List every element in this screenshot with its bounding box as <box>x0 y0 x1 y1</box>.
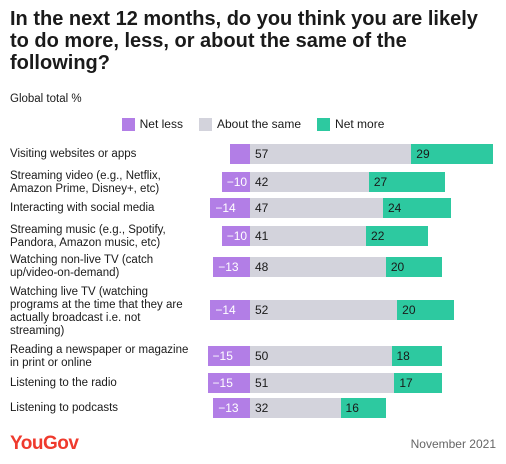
category-label: Listening to podcasts <box>10 402 119 414</box>
category-label: Reading a newspaper or magazine in print… <box>10 344 189 369</box>
legend-item-net-less: Net less <box>121 117 183 131</box>
data-label: 51 <box>255 376 269 390</box>
data-label: 50 <box>255 349 269 363</box>
bar-about-the-same <box>250 398 341 418</box>
data-label: 48 <box>255 260 269 274</box>
category-label: Listening to the radio <box>10 377 117 389</box>
bar-net-more <box>394 373 443 393</box>
legend-label-net-more: Net more <box>335 117 385 131</box>
bar-net-more <box>383 198 451 218</box>
category-label: Watching live TV (watching programs at t… <box>10 286 183 337</box>
chart-subtitle: Global total % <box>10 93 82 105</box>
bar-net-less <box>210 198 250 218</box>
data-label: 17 <box>399 376 413 390</box>
data-label: 18 <box>396 349 410 363</box>
bar-net-more <box>366 226 429 246</box>
data-label: −10 <box>226 229 248 243</box>
bar-net-more <box>391 346 443 366</box>
bar-about-the-same <box>250 373 395 393</box>
yougov-logo: YouGov <box>10 433 79 454</box>
data-label: 47 <box>255 201 269 215</box>
data-label: −13 <box>218 260 239 274</box>
category-label: Visiting websites or apps <box>10 148 137 160</box>
data-label: −13 <box>218 401 239 415</box>
legend-swatch-net-more <box>317 117 331 131</box>
bar-about-the-same <box>250 172 369 192</box>
legend-swatch-about-the-same <box>198 117 212 131</box>
data-label: 22 <box>371 229 385 243</box>
legend-item-net-more: Net more <box>317 117 384 131</box>
data-label: 27 <box>373 175 388 189</box>
bar-net-more <box>411 144 494 164</box>
category-label: Watching non-live TV (catch up/video-on-… <box>10 254 154 279</box>
data-label: 20 <box>390 260 405 274</box>
data-label: 57 <box>255 147 269 161</box>
bar-net-less <box>221 226 250 246</box>
data-label: −10 <box>226 175 248 189</box>
chart-title: In the next 12 months, do you think you … <box>10 8 478 74</box>
bar-net-more <box>385 257 443 277</box>
bar-net-less <box>213 257 250 277</box>
category-label: Streaming video (e.g., Netflix, Amazon P… <box>10 170 161 195</box>
legend: Net less About the same Net more <box>0 117 506 131</box>
bar-about-the-same <box>250 198 383 218</box>
data-label: 16 <box>345 401 359 415</box>
bar-about-the-same <box>250 144 412 164</box>
category-label: Streaming music (e.g., Spotify, Pandora,… <box>10 224 166 249</box>
data-label: 42 <box>255 175 269 189</box>
legend-item-about-the-same: About the same <box>198 117 302 131</box>
bar-about-the-same <box>250 346 392 366</box>
data-label: 52 <box>255 303 269 317</box>
bar-net-more <box>368 172 446 192</box>
data-label: 24 <box>388 201 402 215</box>
data-label: −14 <box>215 201 236 215</box>
bar-net-less <box>207 346 250 366</box>
data-label: −14 <box>215 303 236 317</box>
data-label: −15 <box>212 376 233 390</box>
bar-about-the-same <box>250 300 398 320</box>
bar-net-less <box>221 172 250 192</box>
bar-net-less <box>213 398 250 418</box>
data-label: 41 <box>255 229 269 243</box>
bar-net-more <box>397 300 454 320</box>
legend-label-about-the-same: About the same <box>216 117 302 131</box>
bar-net-less <box>230 144 250 164</box>
legend-label-net-less: Net less <box>139 117 183 131</box>
bar-about-the-same <box>250 257 386 277</box>
bar-net-less <box>207 373 250 393</box>
bar-net-more <box>340 398 386 418</box>
legend-swatch-net-less <box>121 117 135 131</box>
category-label: Interacting with social media <box>10 202 155 214</box>
footer-date: November 2021 <box>410 437 496 451</box>
data-label: 20 <box>402 303 416 317</box>
data-label: 32 <box>255 401 269 415</box>
bar-net-less <box>210 300 250 320</box>
data-label: 29 <box>416 147 430 161</box>
bar-about-the-same <box>250 226 367 246</box>
data-label: −15 <box>212 349 233 363</box>
